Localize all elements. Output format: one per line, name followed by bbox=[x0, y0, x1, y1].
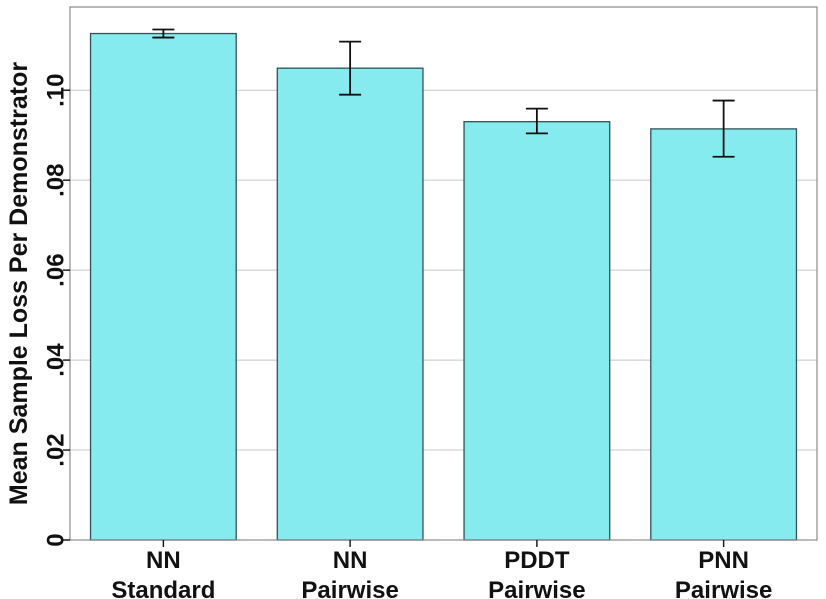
x-axis-ticks: NN Standard NN Pairwise PDDT Pairwise PNN Pairw… bbox=[111, 540, 772, 599]
error-bars bbox=[152, 28, 735, 158]
y-tick-label: .10 bbox=[43, 74, 70, 107]
error-bar bbox=[152, 28, 175, 39]
x-tick-label: PDDT bbox=[504, 547, 570, 574]
x-tick-label: Pairwise bbox=[301, 577, 398, 599]
y-tick-label: .08 bbox=[43, 163, 70, 196]
error-bar bbox=[712, 99, 735, 158]
y-axis-ticks: 0 .02 .04 .06 .08 .10 bbox=[43, 74, 70, 547]
x-tick-label: Pairwise bbox=[675, 577, 772, 599]
error-bar bbox=[525, 107, 548, 135]
x-tick-label: NN bbox=[333, 547, 368, 574]
y-tick-label: .02 bbox=[43, 433, 70, 466]
y-tick-label: .06 bbox=[43, 253, 70, 286]
bar bbox=[463, 121, 611, 541]
error-bar bbox=[339, 40, 362, 96]
y-tick-label: 0 bbox=[43, 533, 70, 546]
x-tick-label: Standard bbox=[111, 577, 215, 599]
bar bbox=[650, 128, 798, 541]
y-axis-label: Mean Sample Loss Per Demonstrator bbox=[5, 62, 33, 505]
x-tick-label: PNN bbox=[698, 547, 749, 574]
x-tick-label: NN bbox=[146, 547, 181, 574]
y-tick-label: .04 bbox=[43, 343, 70, 377]
bar bbox=[276, 67, 424, 541]
x-tick-label: Pairwise bbox=[488, 577, 585, 599]
bars bbox=[89, 32, 798, 541]
bar bbox=[89, 32, 237, 541]
plot-frame bbox=[69, 6, 818, 541]
